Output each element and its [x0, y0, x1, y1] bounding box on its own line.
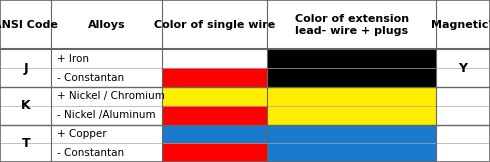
Text: Color of single wire: Color of single wire [154, 20, 275, 30]
Bar [0, 125, 490, 162]
Text: Y: Y [459, 62, 467, 75]
Bar [267, 125, 436, 162]
Bar [162, 143, 267, 162]
Text: T: T [22, 137, 30, 150]
Text: - Nickel /Aluminum: - Nickel /Aluminum [57, 110, 156, 120]
Bar [0, 87, 490, 125]
Text: ANSI Code: ANSI Code [0, 20, 58, 30]
Text: + Iron: + Iron [57, 54, 89, 64]
Text: Magnetic?: Magnetic? [431, 20, 490, 30]
Text: Color of extension
lead- wire + plugs: Color of extension lead- wire + plugs [294, 14, 409, 35]
Text: - Constantan: - Constantan [57, 148, 124, 158]
Bar [267, 49, 436, 87]
Bar [162, 125, 267, 143]
Bar [162, 106, 267, 125]
Text: + Copper: + Copper [57, 129, 107, 139]
Text: - Constantan: - Constantan [57, 73, 124, 83]
Text: + Nickel / Chromium: + Nickel / Chromium [57, 91, 165, 101]
Text: J: J [24, 62, 28, 75]
Text: K: K [21, 99, 30, 112]
Bar [0, 49, 490, 87]
Bar [267, 87, 436, 125]
Text: Alloys: Alloys [88, 20, 125, 30]
Bar [162, 68, 267, 87]
Bar [162, 87, 267, 106]
